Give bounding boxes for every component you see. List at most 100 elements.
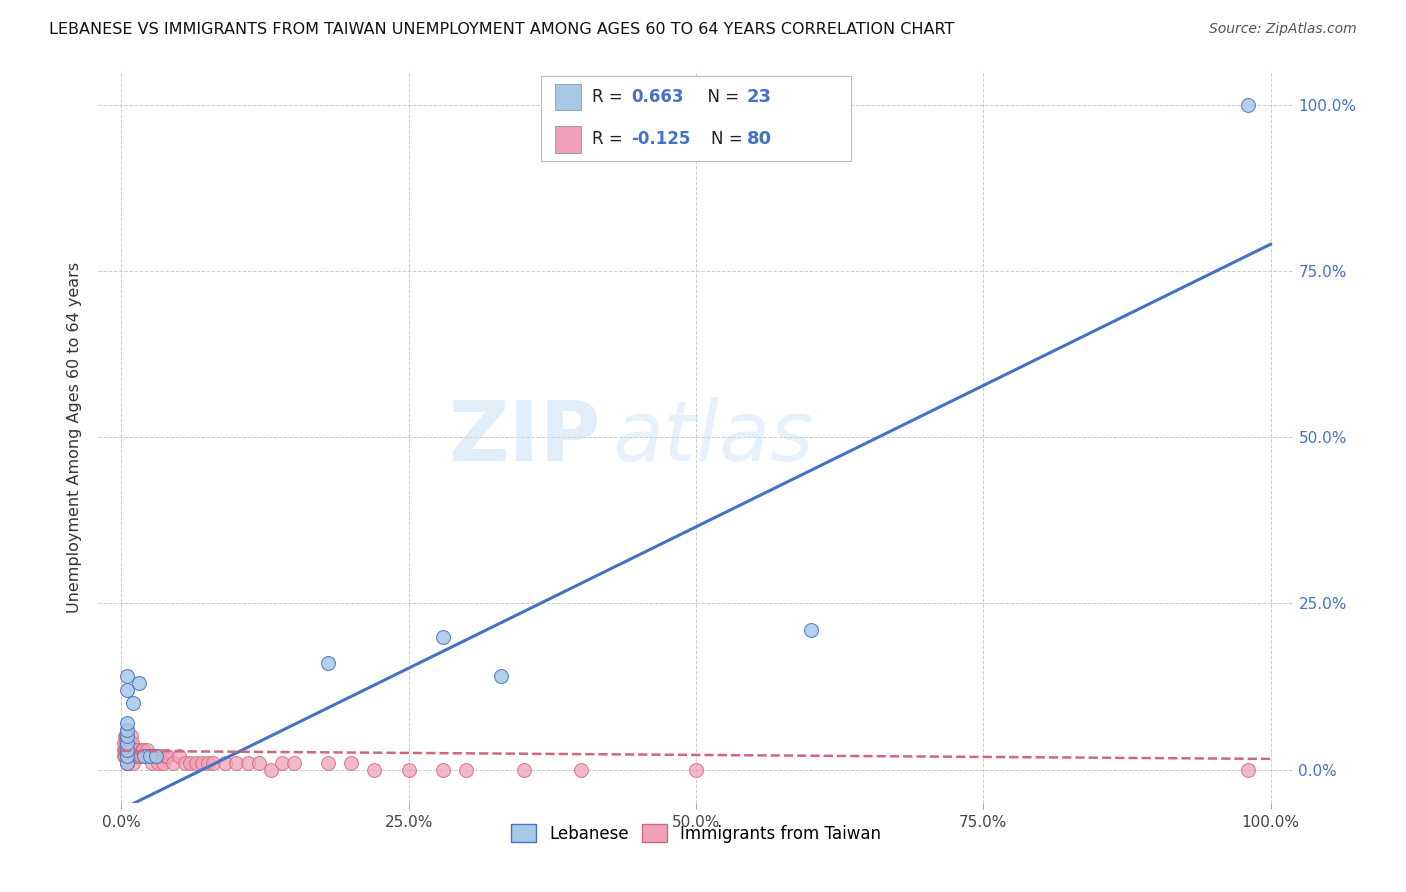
Point (685, 763, 707, 777)
Point (112, 749, 135, 764)
Point (114, 742, 136, 756)
Text: R =: R = (592, 88, 628, 106)
Point (121, 736, 143, 750)
Point (191, 756, 214, 770)
Point (141, 749, 163, 764)
Point (117, 742, 139, 756)
Point (316, 756, 339, 770)
Point (162, 756, 184, 770)
Point (129, 749, 152, 764)
Point (114, 729, 136, 743)
Point (118, 736, 141, 750)
Point (139, 749, 162, 764)
Point (179, 756, 201, 770)
Y-axis label: Unemployment Among Ages 60 to 64 years: Unemployment Among Ages 60 to 64 years (67, 261, 83, 613)
Point (141, 756, 163, 770)
Point (115, 736, 138, 750)
Point (128, 749, 150, 764)
Point (136, 749, 159, 764)
Point (131, 742, 153, 756)
Point (134, 749, 156, 764)
Text: N =: N = (697, 88, 745, 106)
Point (135, 749, 157, 764)
Point (214, 756, 236, 770)
Point (153, 749, 176, 764)
Point (115, 723, 138, 737)
Point (167, 749, 190, 764)
Point (398, 763, 420, 777)
Point (115, 723, 138, 737)
Point (432, 630, 454, 644)
Text: 0.663: 0.663 (631, 88, 683, 106)
Point (117, 736, 139, 750)
Point (225, 756, 247, 770)
Point (121, 749, 143, 764)
Text: N =: N = (711, 130, 748, 148)
Point (1236, 763, 1258, 777)
Point (149, 749, 172, 764)
Text: Source: ZipAtlas.com: Source: ZipAtlas.com (1209, 22, 1357, 37)
Point (112, 736, 135, 750)
Point (156, 749, 179, 764)
Point (340, 756, 363, 770)
Point (128, 749, 150, 764)
Text: -0.125: -0.125 (631, 130, 690, 148)
Point (122, 742, 145, 756)
Point (1236, 97, 1258, 112)
Point (271, 756, 294, 770)
Point (115, 756, 138, 770)
Point (115, 742, 138, 756)
Point (127, 742, 149, 756)
Point (173, 756, 195, 770)
Point (115, 669, 138, 683)
Point (115, 749, 138, 764)
Point (316, 656, 339, 670)
Point (114, 749, 136, 764)
Point (134, 749, 156, 764)
Point (115, 749, 138, 764)
Point (115, 729, 138, 743)
Point (115, 729, 138, 743)
Point (115, 742, 138, 756)
Point (122, 749, 145, 764)
Text: R =: R = (592, 130, 628, 148)
Point (142, 749, 165, 764)
Text: 80: 80 (747, 130, 772, 148)
Point (115, 716, 138, 731)
Point (363, 763, 385, 777)
Point (128, 676, 150, 690)
Text: atlas: atlas (613, 397, 814, 477)
Point (800, 623, 823, 637)
Point (260, 763, 283, 777)
Point (512, 763, 534, 777)
Point (120, 742, 142, 756)
Point (569, 763, 592, 777)
Point (115, 756, 138, 770)
Point (145, 749, 167, 764)
Point (202, 756, 225, 770)
Point (197, 756, 219, 770)
Point (283, 756, 305, 770)
Point (145, 749, 167, 764)
Point (115, 682, 138, 697)
Text: ZIP: ZIP (449, 397, 600, 477)
Point (122, 749, 145, 764)
Point (122, 696, 145, 710)
Point (138, 749, 160, 764)
Point (152, 756, 174, 770)
Text: LEBANESE VS IMMIGRANTS FROM TAIWAN UNEMPLOYMENT AMONG AGES 60 TO 64 YEARS CORREL: LEBANESE VS IMMIGRANTS FROM TAIWAN UNEMP… (49, 22, 955, 37)
Point (115, 736, 138, 750)
Point (125, 749, 148, 764)
Point (115, 729, 138, 743)
Legend: Lebanese, Immigrants from Taiwan: Lebanese, Immigrants from Taiwan (503, 818, 889, 849)
Point (489, 669, 512, 683)
Point (139, 749, 162, 764)
Point (118, 749, 141, 764)
Point (117, 749, 139, 764)
Point (432, 763, 454, 777)
Point (120, 729, 142, 743)
Point (115, 756, 138, 770)
Point (132, 742, 155, 756)
Point (115, 736, 138, 750)
Point (115, 742, 138, 756)
